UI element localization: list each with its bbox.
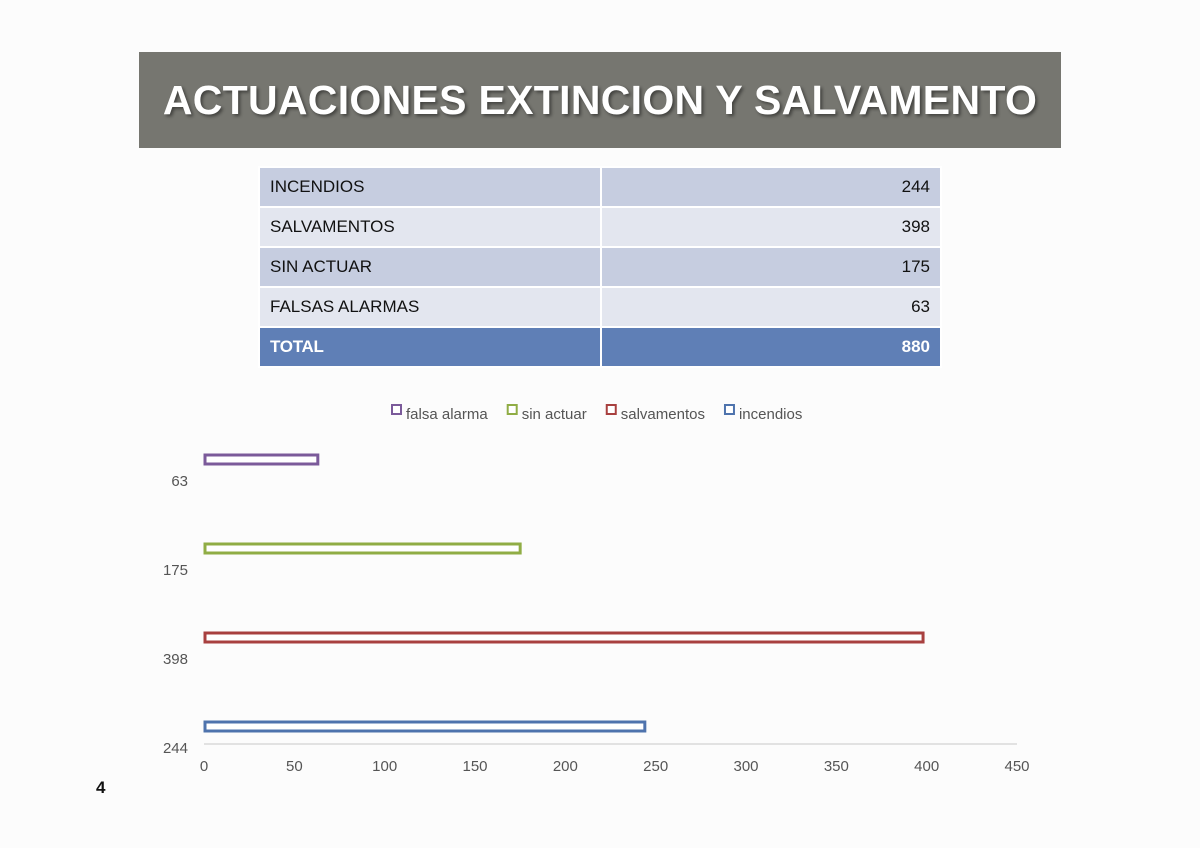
- x-tick-label: 300: [733, 758, 758, 775]
- row-label: INCENDIOS: [258, 166, 602, 208]
- y-category-label: 244: [163, 740, 188, 757]
- total-row: TOTAL 880: [258, 326, 942, 368]
- table-row: SIN ACTUAR 175: [258, 246, 942, 288]
- row-label: SIN ACTUAR: [258, 246, 602, 288]
- page-title: ACTUACIONES EXTINCION Y SALVAMENTO: [162, 76, 1038, 123]
- summary-table: INCENDIOS 244 SALVAMENTOS 398 SIN ACTUAR…: [258, 166, 942, 368]
- bar-falsa-alarma: [203, 453, 320, 466]
- title-banner: ACTUACIONES EXTINCION Y SALVAMENTO: [139, 52, 1061, 148]
- table-row: FALSAS ALARMAS 63: [258, 286, 942, 328]
- row-label: FALSAS ALARMAS: [258, 286, 602, 328]
- legend-swatch-incendios: [723, 404, 735, 415]
- total-value: 880: [600, 326, 942, 368]
- x-tick-label: 250: [643, 758, 668, 775]
- legend-swatch-salvamentos: [605, 404, 617, 415]
- row-value: 244: [600, 166, 942, 208]
- x-tick-label: 50: [286, 758, 303, 775]
- x-tick-label: 350: [824, 758, 849, 775]
- x-tick-label: 0: [200, 758, 208, 775]
- bar-salvamentos: [203, 631, 925, 644]
- row-value: 175: [600, 246, 942, 288]
- legend-swatch-sin-actuar: [506, 404, 518, 415]
- bar-incendios: [203, 720, 647, 733]
- y-category-label: 175: [163, 562, 188, 579]
- legend-swatch-falsa-alarma: [391, 404, 402, 415]
- x-tick-label: 450: [1004, 758, 1029, 775]
- legend-label: falsa alarma: [406, 406, 488, 423]
- legend-label: sin actuar: [522, 406, 587, 423]
- legend-label: salvamentos: [621, 406, 705, 423]
- y-category-label: 398: [163, 651, 188, 668]
- row-label: SALVAMENTOS: [258, 206, 602, 248]
- table-row: INCENDIOS 244: [258, 166, 942, 208]
- bar-sin-actuar: [203, 542, 522, 555]
- row-value: 398: [600, 206, 942, 248]
- row-value: 63: [600, 286, 942, 328]
- y-category-label: 63: [171, 473, 188, 490]
- page-number: 4: [96, 778, 106, 797]
- x-tick-label: 200: [553, 758, 578, 775]
- total-label: TOTAL: [258, 326, 602, 368]
- x-tick-label: 100: [372, 758, 397, 775]
- x-tick-label: 400: [914, 758, 939, 775]
- table-row: SALVAMENTOS 398: [258, 206, 942, 248]
- legend-label: incendios: [739, 406, 802, 423]
- x-tick-label: 150: [462, 758, 487, 775]
